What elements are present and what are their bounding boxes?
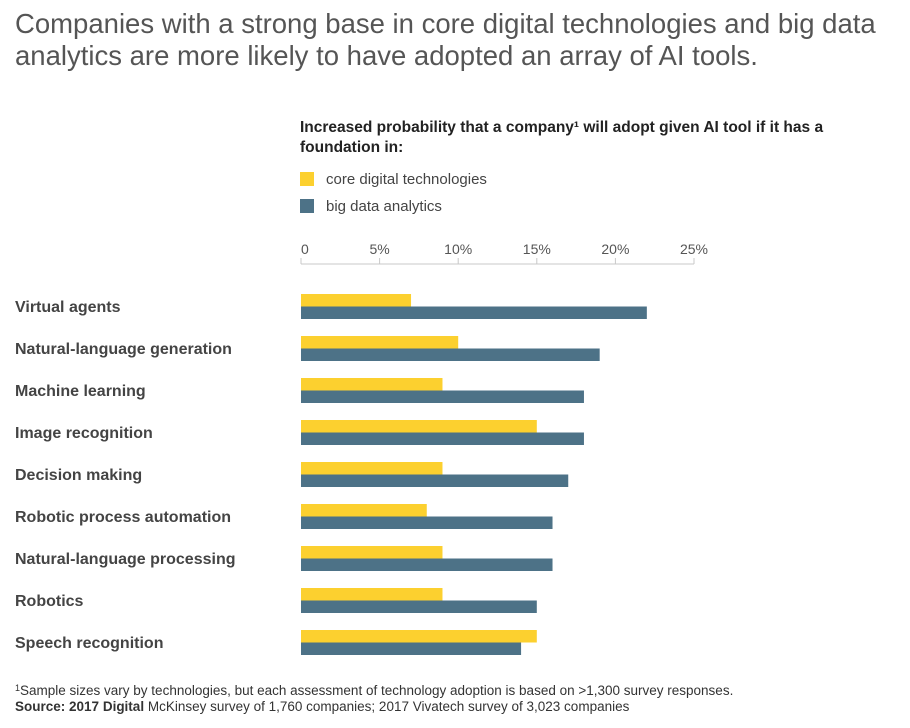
x-tick-label: 15%	[523, 241, 551, 257]
footnote-marker: 1	[15, 683, 21, 693]
bar-big-data	[301, 306, 647, 319]
bar-big-data	[301, 558, 553, 571]
bar-big-data	[301, 642, 522, 655]
headline: Companies with a strong base in core dig…	[15, 8, 876, 71]
bar-big-data	[301, 432, 584, 445]
bar-core-digital	[301, 462, 443, 475]
x-tick-label: 20%	[601, 241, 629, 257]
source-rest: McKinsey survey of 1,760 companies; 2017…	[144, 699, 630, 714]
category-label: Robotics	[15, 593, 84, 610]
legend-label-big-data: big data analytics	[326, 197, 442, 215]
bar-core-digital	[301, 588, 443, 601]
category-label: Speech recognition	[15, 635, 163, 652]
category-label: Robotic process automation	[15, 509, 231, 526]
bar-core-digital	[301, 420, 537, 433]
legend-swatch-big-data	[300, 199, 314, 213]
source-label: Source:	[15, 699, 66, 714]
category-label: Natural-language generation	[15, 341, 232, 358]
category-label: Machine learning	[15, 383, 146, 400]
legend-item-big-data: big data analytics	[300, 197, 487, 215]
x-tick-label: 5%	[369, 241, 389, 257]
category-label: Decision making	[15, 467, 142, 484]
legend-swatch-core-digital	[300, 172, 314, 186]
bar-core-digital	[301, 546, 443, 559]
bar-big-data	[301, 390, 584, 403]
bar-big-data	[301, 600, 537, 613]
bar-big-data	[301, 348, 600, 361]
x-tick-label: 25%	[680, 241, 708, 257]
bar-core-digital	[301, 294, 412, 307]
bar-core-digital	[301, 378, 443, 391]
chart-title: Increased probability that a company¹ wi…	[300, 119, 824, 156]
footnote-text: Sample sizes vary by technologies, but e…	[20, 683, 734, 698]
bar-big-data	[301, 474, 569, 487]
bar-big-data	[301, 516, 553, 529]
bar-chart: 0 5% 10% 15% 20% 25% Virtual agents Natural-lan…	[15, 241, 708, 655]
source-bold: 2017 Digital	[69, 699, 145, 714]
footnote: 1Sample sizes vary by technologies, but …	[15, 683, 895, 715]
category-label: Virtual agents	[15, 299, 121, 316]
source-line: Source: 2017 Digital McKinsey survey of …	[15, 699, 895, 715]
bar-core-digital	[301, 504, 427, 517]
legend-label-core-digital: core digital technologies	[326, 170, 487, 188]
category-label: Image recognition	[15, 425, 153, 442]
x-tick-label: 0	[301, 241, 309, 257]
bar-core-digital	[301, 336, 459, 349]
legend: core digital technologies big data analy…	[300, 170, 487, 224]
x-tick-label: 10%	[444, 241, 472, 257]
footnote-note: 1Sample sizes vary by technologies, but …	[15, 683, 895, 699]
category-label: Natural-language processing	[15, 551, 236, 568]
bar-core-digital	[301, 630, 537, 643]
legend-item-core-digital: core digital technologies	[300, 170, 487, 188]
